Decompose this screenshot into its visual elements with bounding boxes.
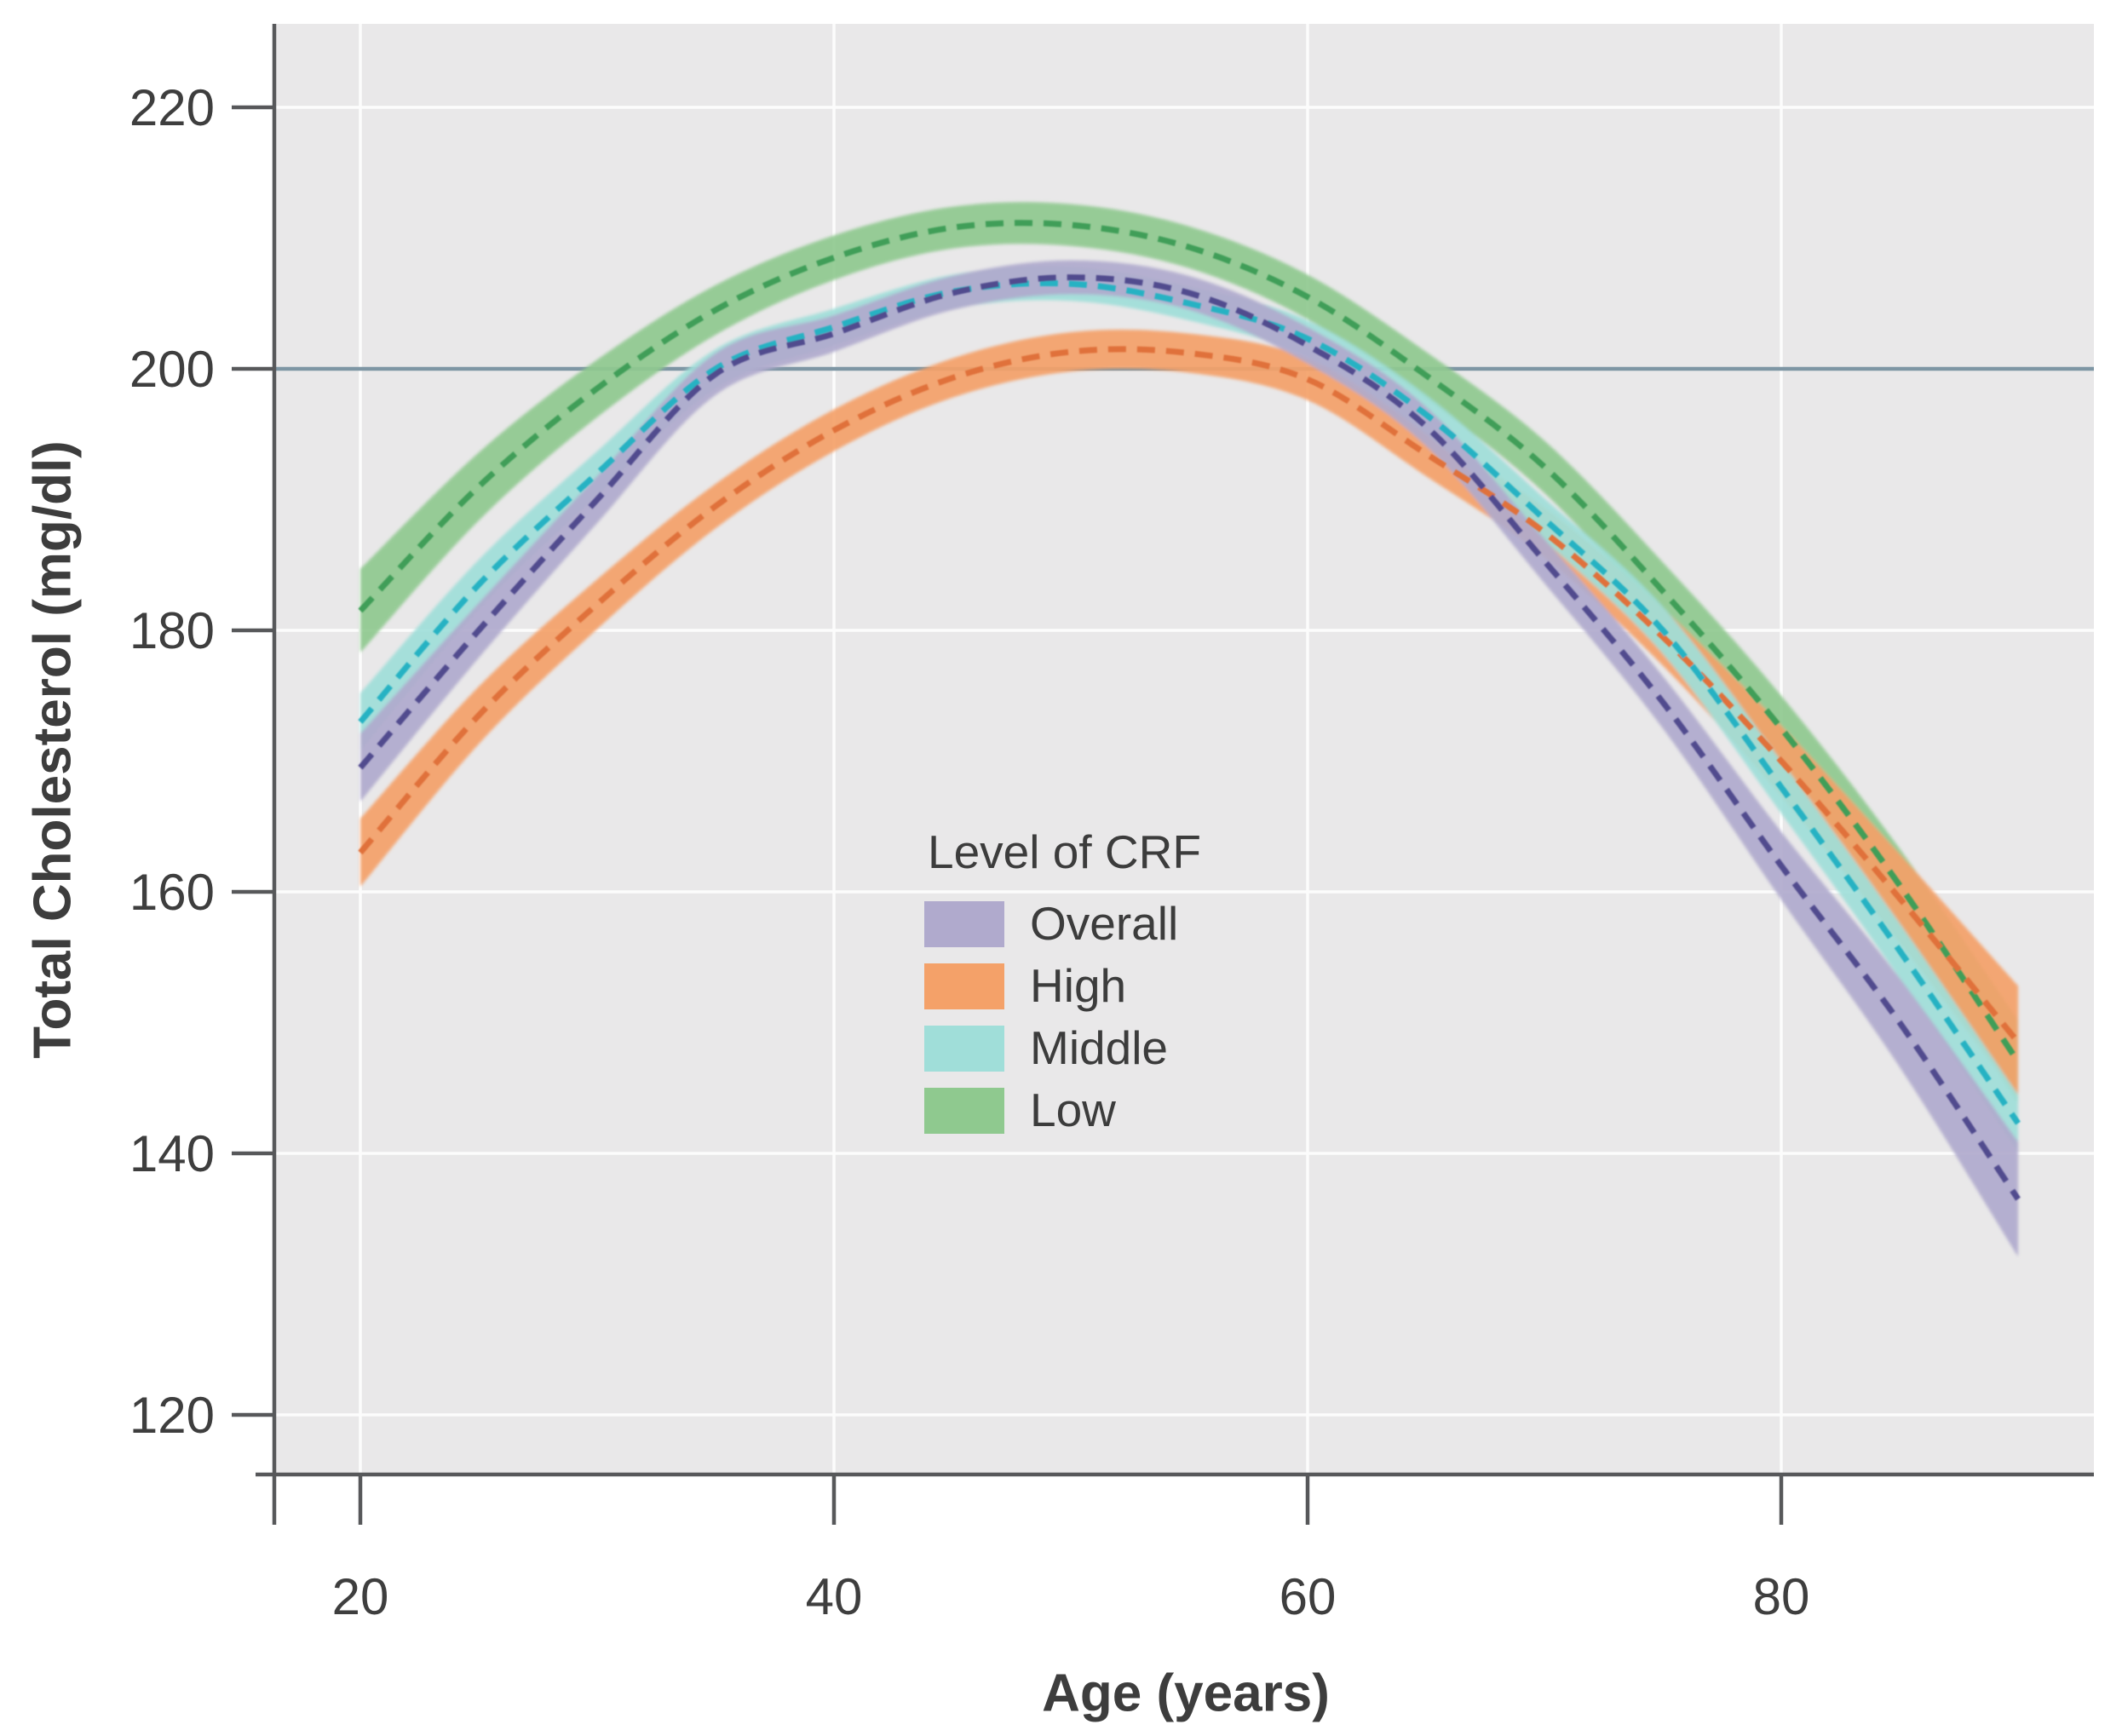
legend-item-overall: Overall xyxy=(924,893,1201,955)
legend-label: Overall xyxy=(1030,897,1179,950)
legend-swatch-middle xyxy=(924,1025,1004,1072)
y-tick-label: 160 xyxy=(129,864,215,921)
y-tick-label: 120 xyxy=(129,1387,215,1444)
legend-label: High xyxy=(1030,959,1127,1012)
legend-swatch-high xyxy=(924,963,1004,1009)
line-low xyxy=(358,220,2021,1064)
y-tick-label: 140 xyxy=(129,1125,215,1182)
legend-item-middle: Middle xyxy=(924,1017,1201,1079)
legend-label: Low xyxy=(1030,1084,1116,1136)
line-overall xyxy=(358,274,2021,1201)
band-overall xyxy=(360,260,2018,1257)
x-tick-label: 60 xyxy=(1280,1568,1337,1625)
legend-label: Middle xyxy=(1030,1021,1169,1074)
y-tick-label: 200 xyxy=(129,341,215,398)
legend-swatch-overall xyxy=(924,900,1004,947)
line-high xyxy=(358,346,2021,1044)
x-tick-label: 20 xyxy=(332,1568,389,1625)
mean-lines xyxy=(358,220,2021,1201)
axes xyxy=(232,24,2094,1525)
line-middle xyxy=(358,279,2021,1125)
tick-labels: 120 140 160 180 200 220 20 40 60 80 xyxy=(129,79,1809,1625)
y-tick-label: 180 xyxy=(129,602,215,659)
y-tick-label: 220 xyxy=(129,79,215,136)
legend-swatch-low xyxy=(924,1087,1004,1134)
x-axis-title: Age (years) xyxy=(1042,1664,1330,1723)
confidence-bands xyxy=(360,202,2018,1257)
x-tick-label: 80 xyxy=(1753,1568,1810,1625)
legend-item-low: Low xyxy=(924,1079,1201,1141)
legend: Level of CRF Overall High Middle Low xyxy=(924,825,1201,1141)
legend-item-high: High xyxy=(924,955,1201,1017)
legend-title: Level of CRF xyxy=(928,825,1201,878)
y-axis-title: Total Cholesterol (mg/dl) xyxy=(23,440,83,1059)
x-tick-label: 40 xyxy=(806,1568,863,1625)
